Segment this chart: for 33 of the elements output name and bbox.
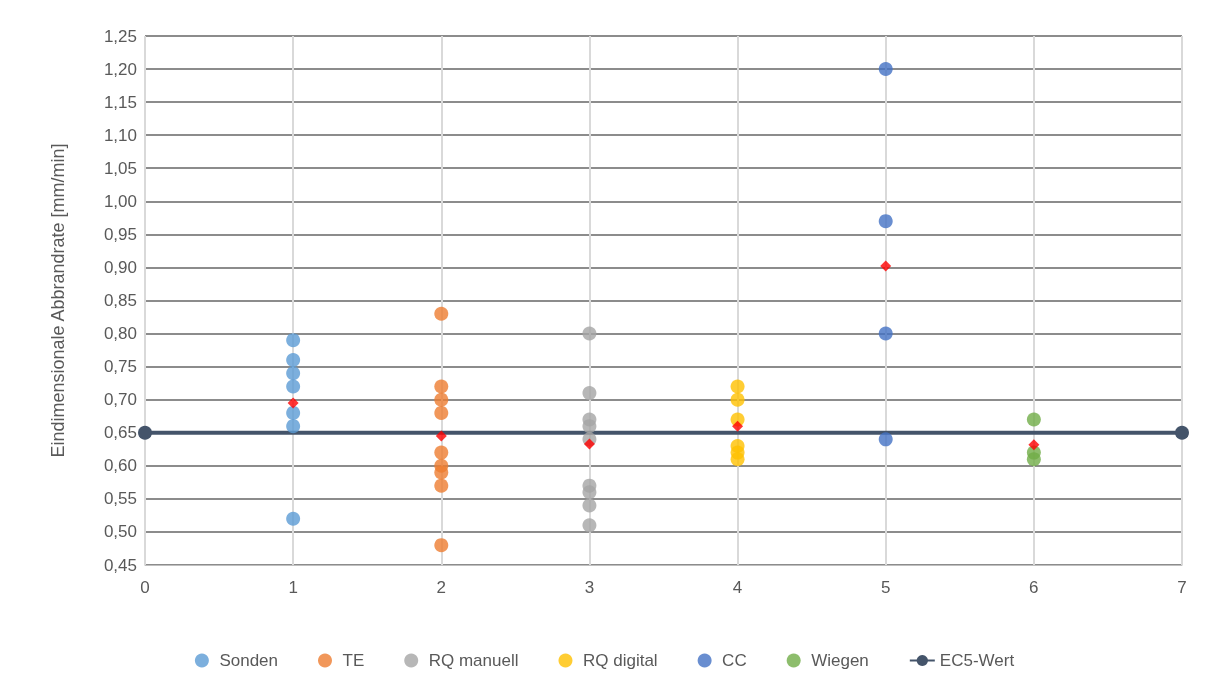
legend-label: CC <box>722 651 747 670</box>
legend-label: EC5-Wert <box>939 651 1015 670</box>
x-tick-label: 3 <box>584 578 595 597</box>
x-tick-label: 7 <box>1177 578 1187 597</box>
y-tick-label: 1,10 <box>103 125 137 145</box>
y-tick-label: 0,50 <box>103 522 137 542</box>
legend-label: RQ manuell <box>428 651 519 670</box>
x-tick-label: 5 <box>880 578 891 597</box>
x-tick-label: 0 <box>140 578 150 597</box>
x-tick-label: 6 <box>1029 578 1039 597</box>
y-tick-label: 0,95 <box>103 224 137 244</box>
y-tick-label: 0,80 <box>103 324 137 344</box>
y-tick-label: 0,85 <box>103 291 137 310</box>
legend-label: TE <box>342 651 365 670</box>
legend-label: Sonden <box>219 651 279 670</box>
y-tick-label: 0,70 <box>103 390 137 410</box>
x-tick-label: 4 <box>732 578 743 597</box>
y-tick-label: 0,90 <box>103 257 137 277</box>
legend-label: Wiegen <box>811 651 869 670</box>
legend-label: RQ digital <box>582 651 658 670</box>
y-tick-label: 0,65 <box>103 423 137 443</box>
y-axis-title: Eindimensionale Abbrandrate [mm/min] <box>48 143 68 458</box>
y-tick-label: 1,25 <box>103 26 137 46</box>
y-tick-label: 0,45 <box>103 555 137 575</box>
x-tick-label: 1 <box>288 578 298 597</box>
x-tick-label: 2 <box>436 578 447 597</box>
y-tick-label: 1,20 <box>103 59 137 79</box>
y-tick-label: 1,15 <box>103 92 137 112</box>
y-tick-label: 0,60 <box>103 456 137 476</box>
y-tick-label: 0,75 <box>103 357 137 377</box>
y-tick-label: 1,05 <box>103 158 137 178</box>
y-tick-label: 1,00 <box>103 191 137 211</box>
y-tick-label: 0,55 <box>103 489 137 509</box>
